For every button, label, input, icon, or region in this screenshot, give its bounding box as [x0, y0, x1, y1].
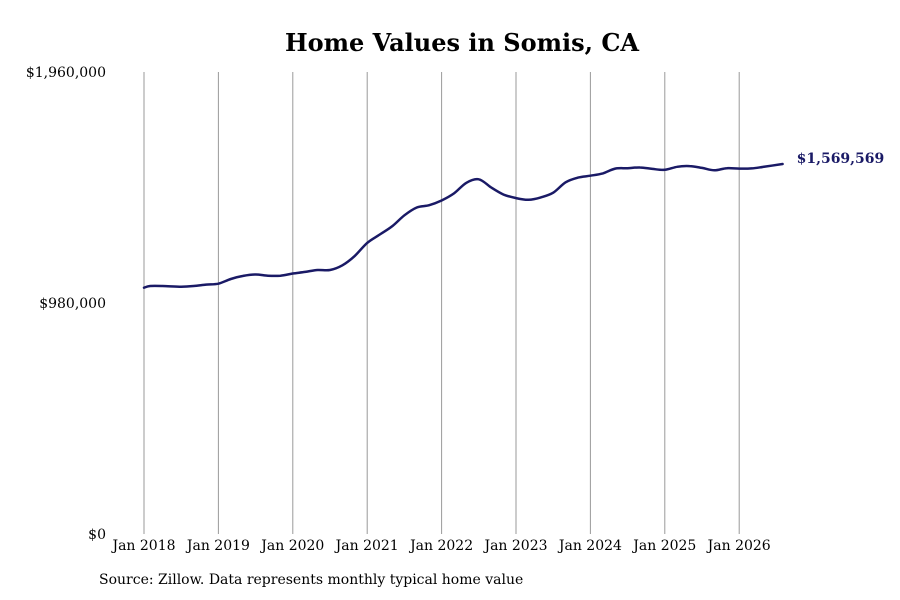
x-tick-label: Jan 2022	[408, 538, 473, 554]
x-tick-label: Jan 2026	[706, 538, 771, 554]
series-line	[142, 162, 784, 289]
x-tick-label: Jan 2021	[334, 538, 399, 554]
x-tick-label: Jan 2024	[557, 538, 622, 554]
gridlines	[143, 72, 740, 534]
y-axis-ticks: $0 $980,000 $1,960,000	[26, 65, 106, 543]
end-value-label: $1,569,569	[797, 151, 885, 167]
y-tick-label: $1,960,000	[26, 65, 106, 81]
x-tick-label: Jan 2018	[110, 538, 175, 554]
x-tick-label: Jan 2019	[185, 538, 250, 554]
x-tick-label: Jan 2023	[482, 538, 547, 554]
x-tick-label: Jan 2020	[259, 538, 324, 554]
series-group	[142, 162, 784, 289]
x-axis-ticks: Jan 2018 Jan 2019 Jan 2020 Jan 2021 Jan 2022…	[110, 538, 770, 554]
y-tick-label: $0	[88, 527, 106, 543]
x-tick-label: Jan 2025	[631, 538, 696, 554]
source-note: Source: Zillow. Data represents monthly …	[99, 572, 524, 588]
chart-title: Home Values in Somis, CA	[284, 28, 640, 57]
y-tick-label: $980,000	[39, 296, 106, 312]
